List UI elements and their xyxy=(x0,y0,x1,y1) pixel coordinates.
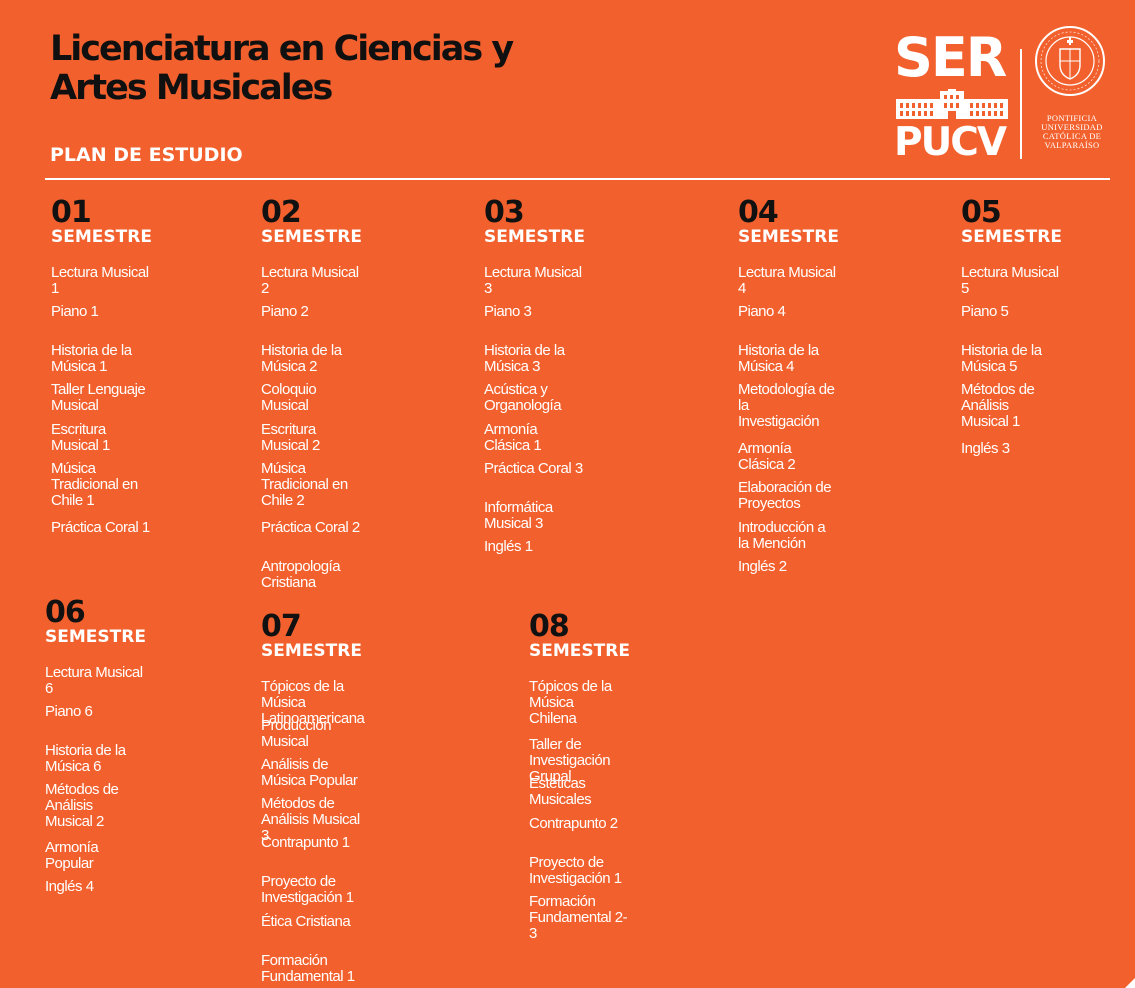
course-item: Contrapunto 1 xyxy=(261,834,350,851)
course-item: Inglés 4 xyxy=(45,878,94,895)
semester-number: 06 xyxy=(45,595,86,630)
semester-label: SEMESTRE xyxy=(51,227,152,247)
course-item: Historia de la Música 3 xyxy=(484,342,565,375)
page-corner-fold xyxy=(1125,978,1135,988)
semester-number: 04 xyxy=(738,195,779,230)
semester-number: 08 xyxy=(529,609,570,644)
course-item: Producción Musical xyxy=(261,717,332,750)
course-item: Acústica y Organología xyxy=(484,381,562,414)
semester-label: SEMESTRE xyxy=(484,227,585,247)
semester-column: 02 SEMESTRE Lectura Musical 2 Piano 2 Hi… xyxy=(261,195,362,591)
course-item: Taller Lenguaje Musical xyxy=(51,381,146,414)
course-item: Música Tradicional en Chile 2 xyxy=(261,460,348,509)
course-item: Lectura Musical 2 xyxy=(261,264,359,297)
course-item: Piano 1 xyxy=(51,303,99,320)
course-item: Antropología Cristiana xyxy=(261,558,341,591)
course-item: Escritura Musical 2 xyxy=(261,421,320,454)
semester-number: 07 xyxy=(261,609,302,644)
course-item: Inglés 3 xyxy=(961,440,1010,457)
course-item: Proyecto de Investigación 1 xyxy=(261,873,354,906)
course-item: Piano 4 xyxy=(738,303,786,320)
course-item: Armonía Clásica 2 xyxy=(738,440,796,473)
course-item: Piano 6 xyxy=(45,703,93,720)
course-item: Escritura Musical 1 xyxy=(51,421,110,454)
course-item: Inglés 2 xyxy=(738,558,787,575)
semester-label: SEMESTRE xyxy=(261,227,362,247)
semester-column: 08 SEMESTRE Tópicos de la Música Chilena… xyxy=(529,609,630,942)
course-item: Tópicos de la Música Chilena xyxy=(529,678,612,727)
course-item: Práctica Coral 3 xyxy=(484,460,583,477)
course-item: Práctica Coral 1 xyxy=(51,519,150,536)
university-seal-icon xyxy=(1035,26,1105,96)
semester-label: SEMESTRE xyxy=(261,641,362,661)
course-item: Historia de la Música 4 xyxy=(738,342,819,375)
course-item: Armonía Clásica 1 xyxy=(484,421,542,454)
semester-column: 04 SEMESTRE Lectura Musical 4 Piano 4 Hi… xyxy=(738,195,839,575)
semester-number: 02 xyxy=(261,195,302,230)
course-item: Introducción a la Mención xyxy=(738,519,826,552)
course-item: Piano 5 xyxy=(961,303,1009,320)
university-name: PONTIFICIA UNIVERSIDAD CATÓLICA DE VALPA… xyxy=(1041,113,1103,150)
course-item: Formación Fundamental 1 xyxy=(261,952,355,985)
semester-label: SEMESTRE xyxy=(961,227,1062,247)
course-item: Coloquio Musical xyxy=(261,381,317,414)
course-item: Armonía Popular xyxy=(45,839,99,872)
semester-number: 01 xyxy=(51,195,92,230)
semester-column: 01 SEMESTRE Lectura Musical 1 Piano 1 Hi… xyxy=(51,195,152,536)
logo-pucv-text: PUCV xyxy=(894,120,1007,165)
course-item: Lectura Musical 1 xyxy=(51,264,149,297)
course-item: Ética Cristiana xyxy=(261,913,351,930)
course-item: Lectura Musical 6 xyxy=(45,664,143,697)
semester-label: SEMESTRE xyxy=(529,641,630,661)
course-item: Historia de la Música 6 xyxy=(45,742,126,775)
course-item: Taller de Investigación Grupal xyxy=(529,736,611,785)
course-item: Informática Musical 3 xyxy=(484,499,553,532)
semester-column: 07 SEMESTRE Tópicos de la Música Latinoa… xyxy=(261,609,365,985)
course-item: Lectura Musical 4 xyxy=(738,264,836,297)
semester-number: 05 xyxy=(961,195,1002,230)
course-item: Práctica Coral 2 xyxy=(261,519,360,536)
semester-column: 06 SEMESTRE Lectura Musical 6 Piano 6 Hi… xyxy=(45,595,146,895)
course-item: Métodos de Análisis Musical 2 xyxy=(45,781,119,830)
semester-label: SEMESTRE xyxy=(738,227,839,247)
course-item: Piano 3 xyxy=(484,303,532,320)
course-item: Elaboración de Proyectos xyxy=(738,479,832,512)
course-item: Historia de la Música 2 xyxy=(261,342,342,375)
course-item: Música Tradicional en Chile 1 xyxy=(51,460,138,509)
course-item: Inglés 1 xyxy=(484,538,533,555)
course-item: Lectura Musical 3 xyxy=(484,264,582,297)
course-item: Formación Fundamental 2-3 xyxy=(529,893,628,942)
title-line-2: Artes Musicales xyxy=(50,68,333,108)
page-title: Licenciatura en Ciencias y Artes Musical… xyxy=(50,29,514,108)
course-item: Lectura Musical 5 xyxy=(961,264,1059,297)
logo-ser-text: SER xyxy=(894,26,1007,89)
semester-number: 03 xyxy=(484,195,525,230)
header-divider xyxy=(45,178,1110,180)
course-item: Estéticas Musicales xyxy=(529,775,592,808)
course-item: Proyecto de Investigación 1 xyxy=(529,854,622,887)
plan-subtitle: PLAN DE ESTUDIO xyxy=(50,144,243,166)
course-item: Análisis de Música Popular xyxy=(261,756,358,789)
course-item: Metodología de la Investigación xyxy=(738,381,835,430)
course-item: Historia de la Música 5 xyxy=(961,342,1042,375)
semester-column: 03 SEMESTRE Lectura Musical 3 Piano 3 Hi… xyxy=(484,195,585,555)
logo-divider xyxy=(1020,49,1022,159)
semester-label: SEMESTRE xyxy=(45,627,146,647)
building-icon xyxy=(896,89,1008,119)
course-item: Historia de la Música 1 xyxy=(51,342,132,375)
course-item: Contrapunto 2 xyxy=(529,815,618,832)
course-item: Métodos de Análisis Musical 3 xyxy=(261,795,360,844)
course-item: Piano 2 xyxy=(261,303,309,320)
course-item: Métodos de Análisis Musical 1 xyxy=(961,381,1035,430)
course-item: Tópicos de la Música Latinoamericana xyxy=(261,678,365,727)
semester-column: 05 SEMESTRE Lectura Musical 5 Piano 5 Hi… xyxy=(961,195,1062,457)
title-line-1: Licenciatura en Ciencias y xyxy=(50,29,514,69)
ser-pucv-logo: SER PUCV PONTIFICIA UNIVERSIDAD CATÓLICA… xyxy=(888,25,1113,165)
